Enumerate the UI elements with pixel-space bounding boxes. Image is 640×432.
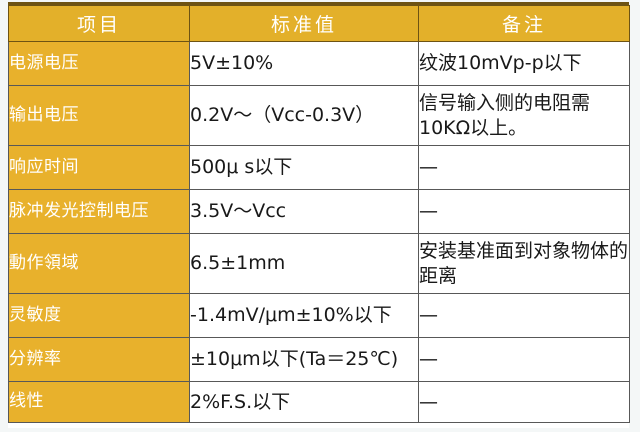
- row-standard-value: ±10μm以下(Ta＝25℃): [189, 337, 419, 382]
- row-remark: —: [418, 381, 630, 423]
- table-row: 灵敏度 -1.4mV/μm±10%以下 —: [8, 293, 630, 338]
- row-remark: 纹波10mVp-p以下: [418, 41, 630, 86]
- specification-table: 项目 标准值 备注 电源电压 5V±10% 纹波10mVp-p以下 输出电压 0…: [8, 5, 630, 423]
- row-standard-value: 2%F.S.以下: [189, 381, 419, 423]
- row-item-name: 脉冲发光控制电压: [8, 189, 190, 234]
- row-standard-value: 0.2V〜（Vcc-0.3V）: [189, 85, 419, 146]
- row-remark: —: [418, 293, 630, 338]
- row-item-name: 电源电压: [8, 41, 190, 86]
- table-row: 线性 2%F.S.以下 —: [8, 381, 630, 423]
- row-remark: —: [418, 145, 630, 190]
- table-row: 电源电压 5V±10% 纹波10mVp-p以下: [8, 41, 630, 86]
- row-item-name: 输出电压: [8, 85, 190, 146]
- row-standard-value: 5V±10%: [189, 41, 419, 86]
- row-standard-value: 500μ s以下: [189, 145, 419, 190]
- row-remark: —: [418, 337, 630, 382]
- header-cell-remark: 备注: [418, 5, 630, 42]
- header-cell-standard-value: 标准值: [189, 5, 419, 42]
- row-standard-value: -1.4mV/μm±10%以下: [189, 293, 419, 338]
- row-item-name: 灵敏度: [8, 293, 190, 338]
- table-header: 项目 标准值 备注: [8, 5, 630, 42]
- specification-table-container: 项目 标准值 备注 电源电压 5V±10% 纹波10mVp-p以下 输出电压 0…: [8, 2, 630, 428]
- row-remark: 安装基准面到对象物体的距离: [418, 233, 630, 294]
- header-cell-item: 项目: [8, 5, 190, 42]
- row-remark: 信号输入侧的电阻需10KΩ以上。: [418, 85, 630, 146]
- row-item-name: 動作領域: [8, 233, 190, 294]
- row-item-name: 响应时间: [8, 145, 190, 190]
- table-row: 動作領域 6.5±1mm 安装基准面到对象物体的距离: [8, 233, 630, 294]
- table-header-row: 项目 标准值 备注: [8, 5, 630, 42]
- table-row: 输出电压 0.2V〜（Vcc-0.3V） 信号输入侧的电阻需10KΩ以上。: [8, 85, 630, 146]
- row-remark: —: [418, 189, 630, 234]
- row-standard-value: 3.5V〜Vcc: [189, 189, 419, 234]
- row-item-name: 分辨率: [8, 337, 190, 382]
- row-standard-value: 6.5±1mm: [189, 233, 419, 294]
- table-row: 分辨率 ±10μm以下(Ta＝25℃) —: [8, 337, 630, 382]
- table-row: 响应时间 500μ s以下 —: [8, 145, 630, 190]
- table-body: 电源电压 5V±10% 纹波10mVp-p以下 输出电压 0.2V〜（Vcc-0…: [8, 41, 630, 423]
- row-item-name: 线性: [8, 381, 190, 423]
- table-row: 脉冲发光控制电压 3.5V〜Vcc —: [8, 189, 630, 234]
